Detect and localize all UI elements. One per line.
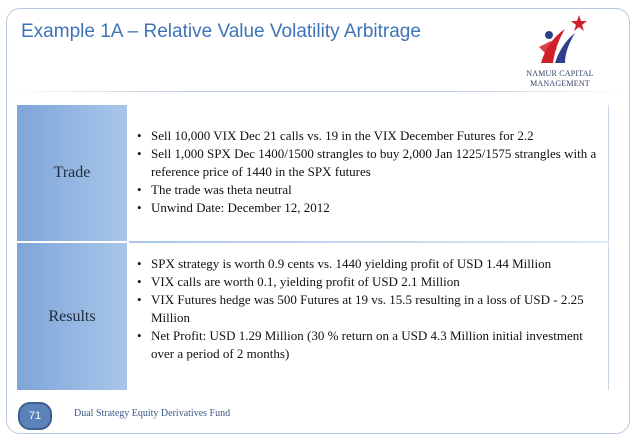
page-number-badge: 71 xyxy=(18,402,52,430)
slide: Example 1A – Relative Value Volatility A… xyxy=(6,8,630,434)
row-header-results: Results xyxy=(17,243,127,390)
logo-line-1: NAMUR CAPITAL xyxy=(526,69,594,78)
row-body-trade: • Sell 10,000 VIX Dec 21 calls vs. 19 in … xyxy=(129,105,609,241)
list-item: • Unwind Date: December 12, 2012 xyxy=(133,199,603,217)
bullet-icon: • xyxy=(137,200,142,215)
list-item: • Sell 10,000 VIX Dec 21 calls vs. 19 in … xyxy=(133,127,603,145)
trade-bullet-list: • Sell 10,000 VIX Dec 21 calls vs. 19 in … xyxy=(133,127,603,217)
bullet-text: Sell 1,000 SPX Dec 1400/1500 strangles t… xyxy=(151,146,597,179)
logo-text: NAMUR CAPITAL MANAGEMENT xyxy=(515,69,605,89)
bullet-text: SPX strategy is worth 0.9 cents vs. 1440… xyxy=(151,256,552,271)
bullet-text: Sell 10,000 VIX Dec 21 calls vs. 19 in t… xyxy=(151,128,534,143)
bullet-icon: • xyxy=(137,292,142,307)
logo-line-2: MANAGEMENT xyxy=(530,79,590,88)
bullet-text: Unwind Date: December 12, 2012 xyxy=(151,200,330,215)
logo-icon xyxy=(539,15,587,63)
bullet-text: The trade was theta neutral xyxy=(151,182,292,197)
row-body-results: • SPX strategy is worth 0.9 cents vs. 144… xyxy=(129,243,609,390)
title-divider xyxy=(7,91,629,92)
bullet-icon: • xyxy=(137,182,142,197)
company-logo: NAMUR CAPITAL MANAGEMENT xyxy=(515,13,605,97)
row-header-trade: Trade xyxy=(17,105,127,241)
list-item: • Net Profit: USD 1.29 Million (30 % retu… xyxy=(133,327,605,363)
list-item: • Sell 1,000 SPX Dec 1400/1500 strangles … xyxy=(133,145,603,181)
bullet-text: VIX Futures hedge was 500 Futures at 19 … xyxy=(151,292,584,325)
bullet-icon: • xyxy=(137,274,142,289)
footer-text: Dual Strategy Equity Derivatives Fund xyxy=(74,408,231,419)
bullet-icon: • xyxy=(137,146,142,161)
slide-title: Example 1A – Relative Value Volatility A… xyxy=(21,21,421,42)
list-item: • SPX strategy is worth 0.9 cents vs. 144… xyxy=(133,255,605,273)
list-item: • VIX calls are worth 0.1, yielding profi… xyxy=(133,273,605,291)
bullet-text: VIX calls are worth 0.1, yielding profit… xyxy=(151,274,460,289)
bullet-icon: • xyxy=(137,256,142,271)
bullet-icon: • xyxy=(137,328,142,343)
results-bullet-list: • SPX strategy is worth 0.9 cents vs. 144… xyxy=(133,255,605,363)
bullet-icon: • xyxy=(137,128,142,143)
row-divider xyxy=(129,241,609,243)
results-table: Trade • Sell 10,000 VIX Dec 21 calls vs. … xyxy=(17,105,609,390)
bullet-text: Net Profit: USD 1.29 Million (30 % retur… xyxy=(151,328,583,361)
list-item: • The trade was theta neutral xyxy=(133,181,603,199)
list-item: • VIX Futures hedge was 500 Futures at 19… xyxy=(133,291,605,327)
